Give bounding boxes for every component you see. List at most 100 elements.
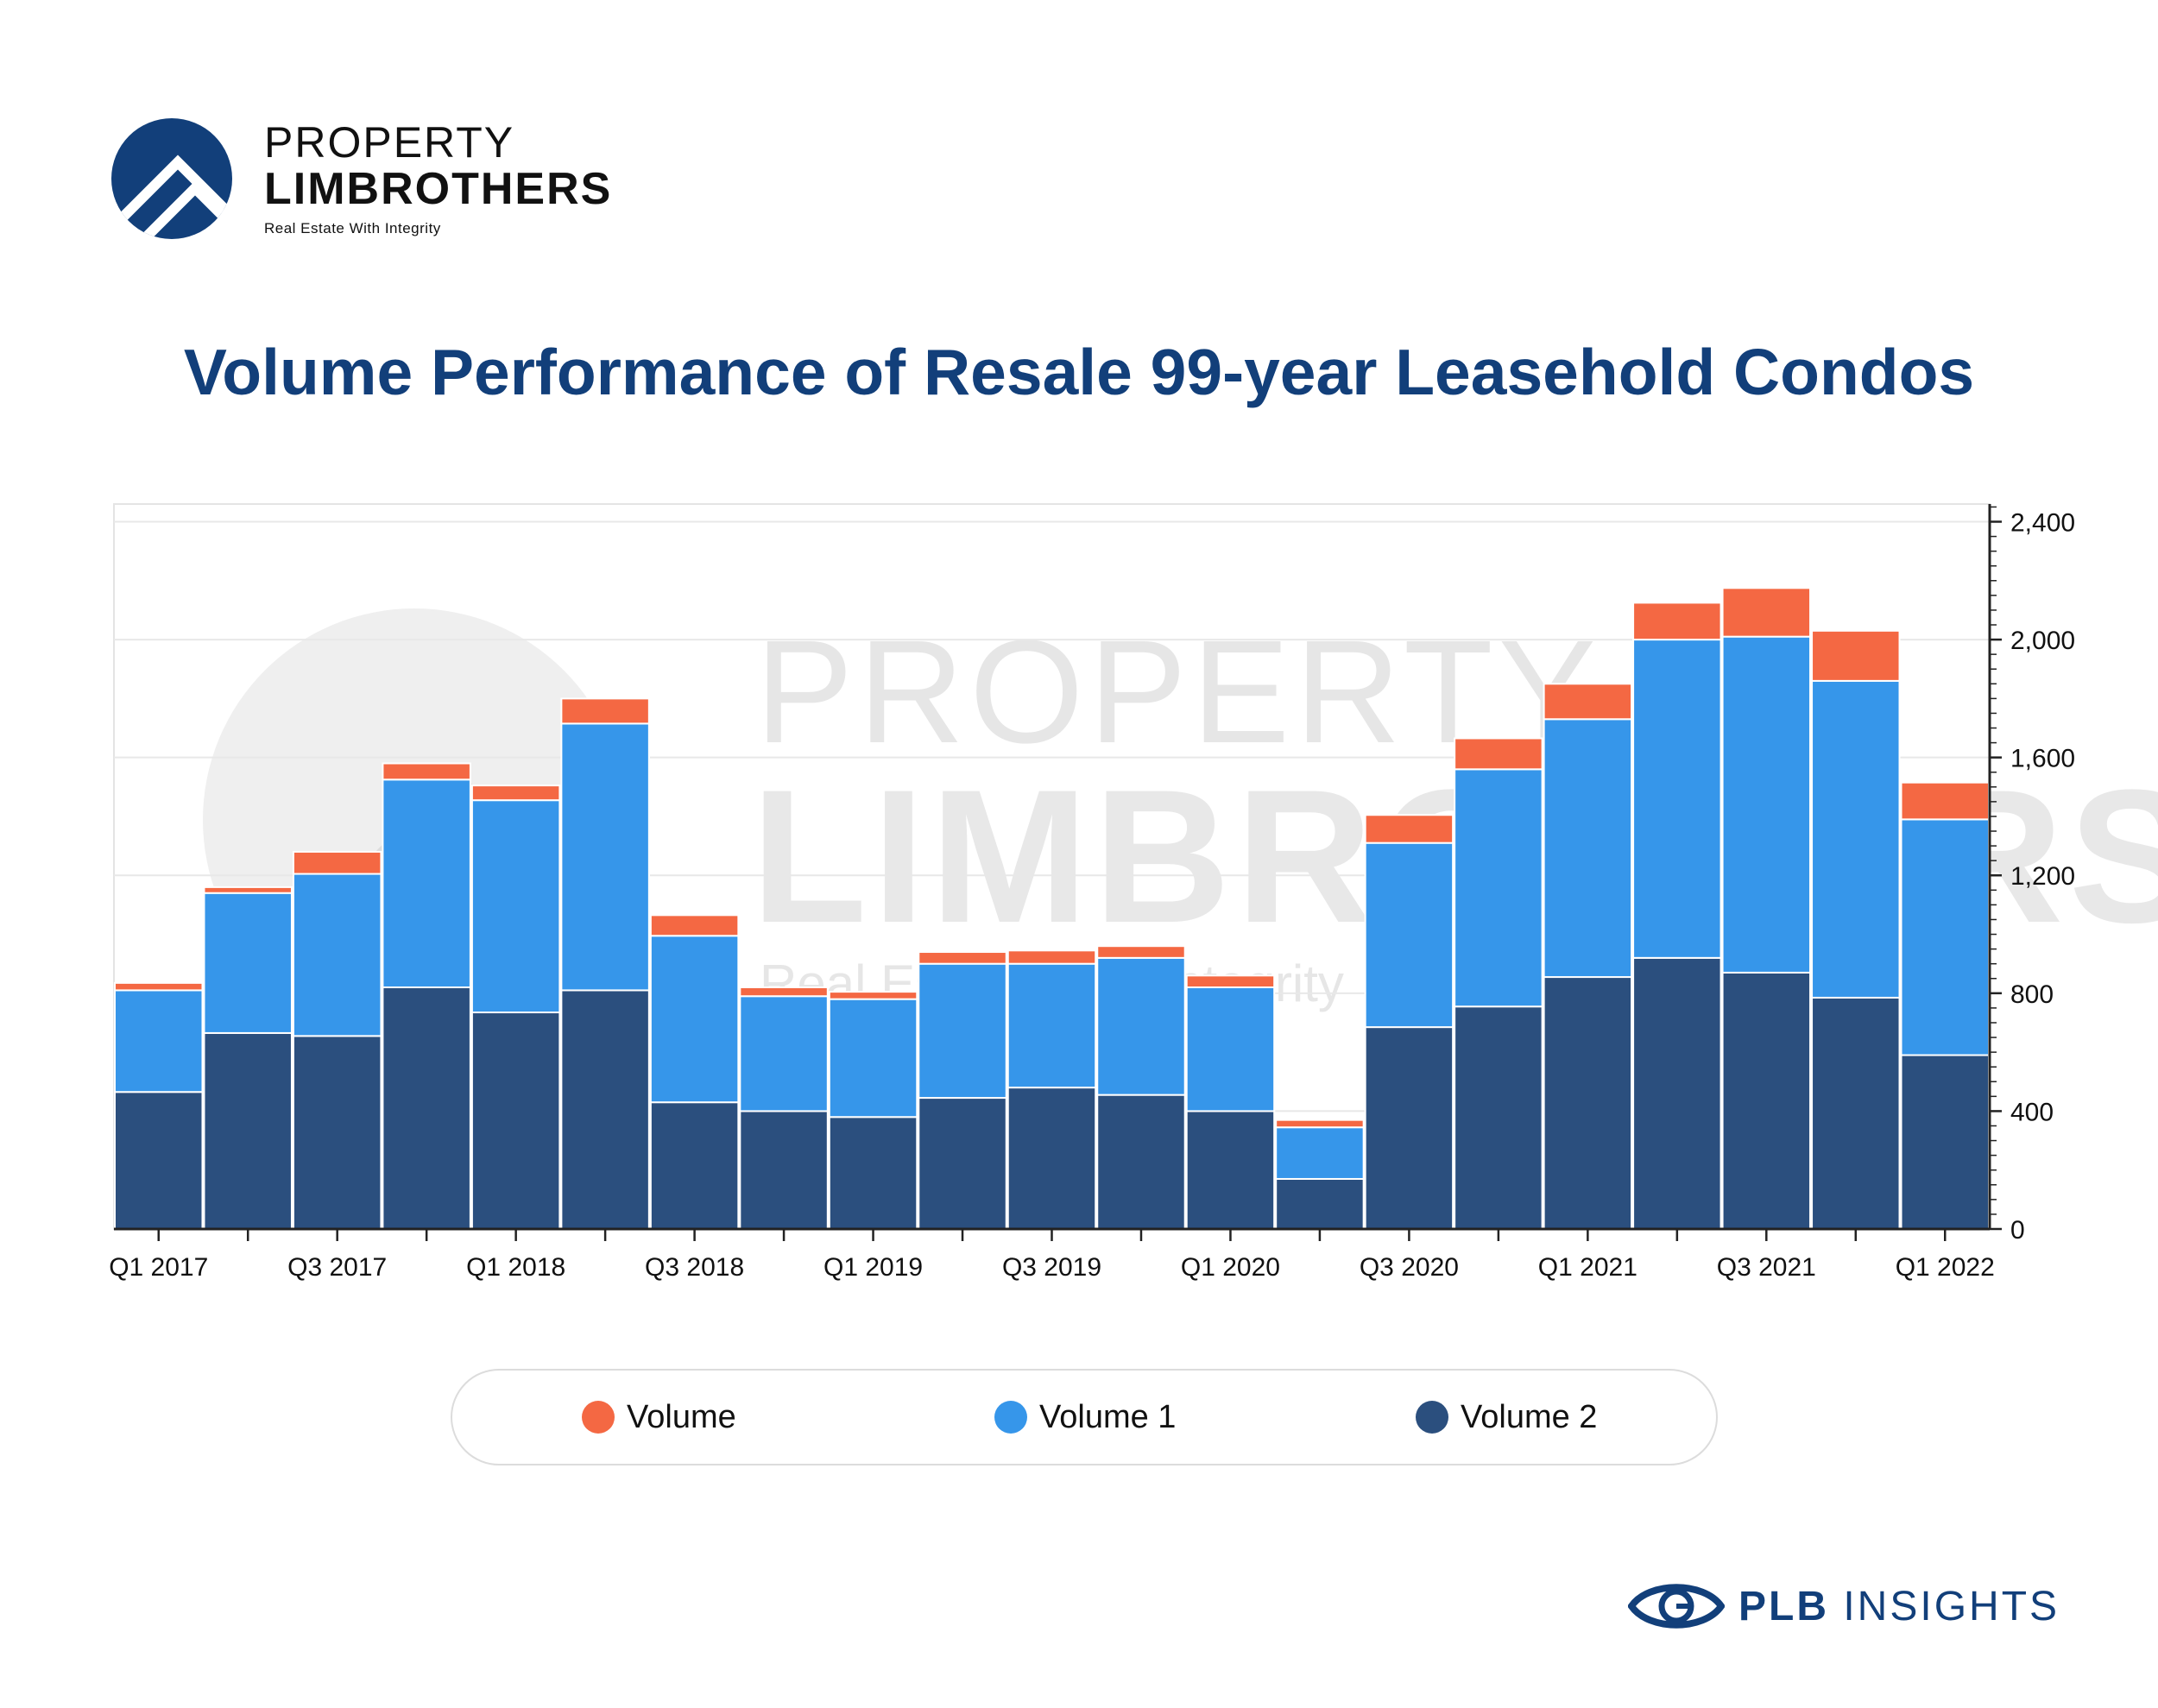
bar-volume[interactable]: Q3 2020 — Volume: 95 — [1364, 814, 1454, 844]
bar-volume-2[interactable]: Q1 2017 — Volume 2: 465 — [114, 1091, 204, 1230]
bar-volume-1[interactable]: Q1 2019 — Volume 1: 400 — [828, 998, 918, 1119]
x-tick-label: Q1 2020 — [1181, 1253, 1280, 1282]
bar-volume[interactable]: Q1 2018 — Volume: 50 — [470, 785, 561, 802]
house-roof-circle-icon — [111, 118, 232, 239]
bar-volume-1[interactable]: Q4 2020 — Volume 1: 805 — [1454, 768, 1543, 1008]
bar-volume[interactable]: Q1 2019 — Volume: 25 — [828, 991, 918, 1000]
footer-brand-bold: PLB — [1738, 1584, 1829, 1629]
bar-volume-2[interactable]: Q1 2018 — Volume 2: 735 — [470, 1012, 561, 1231]
bar-volume[interactable]: Q2 2020 — Volume: 25 — [1275, 1119, 1365, 1129]
bar-volume[interactable]: Q4 2020 — Volume: 105 — [1454, 737, 1543, 771]
bar-volume[interactable]: Q4 2017 — Volume: 55 — [382, 762, 471, 781]
bar-volume-2[interactable]: Q3 2019 — Volume 2: 480 — [1006, 1087, 1097, 1230]
bar-volume-2[interactable]: Q2 2017 — Volume 2: 665 — [203, 1031, 293, 1230]
bar-volume-2[interactable]: Q3 2020 — Volume 2: 685 — [1364, 1026, 1454, 1230]
x-tick-label: Q1 2021 — [1538, 1253, 1637, 1282]
bar-volume-1[interactable]: Q1 2018 — Volume 1: 720 — [470, 799, 561, 1014]
y-tick-label: 2,400 — [2010, 508, 2075, 537]
footer-brand-text: PLB INSIGHTS — [1738, 1583, 2060, 1630]
bar-volume-1[interactable]: Q2 2019 — Volume 1: 455 — [918, 962, 1007, 1100]
footer-brand[interactable]: PLB INSIGHTS — [1628, 1576, 2077, 1636]
eye-icon — [1628, 1584, 1725, 1629]
bar-volume-2[interactable]: Q4 2020 — Volume 2: 755 — [1454, 1005, 1543, 1230]
x-tick-label: Q3 2018 — [645, 1253, 744, 1282]
y-tick-label: 800 — [2010, 980, 2054, 1009]
bar-volume-1[interactable]: Q1 2022 — Volume 1: 800 — [1900, 818, 1991, 1056]
bar-volume-2[interactable]: Q4 2019 — Volume 2: 455 — [1096, 1093, 1186, 1231]
bar-volume[interactable]: Q2 2021 — Volume: 125 — [1632, 602, 1722, 641]
legend-label-volume-2: Volume 2 — [1461, 1398, 1598, 1435]
legend-swatch-volume-1 — [994, 1401, 1027, 1434]
x-tick-label: Q1 2017 — [109, 1253, 208, 1282]
bar-volume[interactable]: Q3 2018 — Volume: 70 — [649, 914, 740, 937]
bar-volume[interactable]: Q3 2019 — Volume: 45 — [1006, 949, 1097, 965]
footer-brand-rest: INSIGHTS — [1829, 1584, 2060, 1629]
legend-item-volume-1[interactable]: Volume 1 — [994, 1398, 1176, 1436]
page-title: Volume Performance of Resale 99-year Lea… — [183, 336, 1975, 408]
brand-name-line1: PROPERTY — [264, 118, 515, 167]
bar-volume[interactable]: Q1 2021 — Volume: 120 — [1543, 683, 1633, 721]
bar-volume-2[interactable]: Q1 2022 — Volume 2: 590 — [1900, 1054, 1991, 1230]
x-tick-label: Q3 2021 — [1717, 1253, 1816, 1282]
x-tick-label: Q3 2019 — [1002, 1253, 1101, 1282]
bar-volume-1[interactable]: Q3 2021 — Volume 1: 1140 — [1721, 635, 1812, 974]
bar-volume[interactable]: Q1 2017 — Volume: 25 — [114, 981, 204, 992]
bar-volume[interactable]: Q3 2017 — Volume: 75 — [292, 850, 382, 875]
bar-volume[interactable]: Q1 2020 — Volume: 40 — [1185, 974, 1276, 989]
axes: 0 400 800 1,200 1,600 2,000 2,400 Q1 2017 Q3 201… — [109, 504, 2075, 1282]
bar-volume-1[interactable]: Q1 2017 — Volume 1: 345 — [114, 989, 204, 1093]
bar-volume-2[interactable]: Q4 2018 — Volume 2: 400 — [739, 1110, 829, 1230]
bar-volume[interactable]: Q3 2021 — Volume: 165 — [1721, 587, 1812, 638]
bar-volume-2[interactable]: Q1 2020 — Volume 2: 400 — [1185, 1110, 1276, 1230]
legend-swatch-volume-2 — [1416, 1401, 1448, 1434]
bar-volume[interactable]: Q4 2021 — Volume: 170 — [1811, 629, 1901, 682]
bar-volume-1[interactable]: Q3 2019 — Volume 1: 420 — [1006, 962, 1097, 1089]
bar-volume-2[interactable]: Q1 2021 — Volume 2: 855 — [1543, 976, 1633, 1230]
bar-volume-1[interactable]: Q3 2018 — Volume 1: 565 — [649, 935, 740, 1104]
bar-volume-1[interactable]: Q2 2021 — Volume 1: 1080 — [1632, 639, 1722, 959]
bar-volume-2[interactable]: Q3 2021 — Volume 2: 870 — [1721, 971, 1812, 1230]
bar-volume-1[interactable]: Q4 2018 — Volume 1: 390 — [739, 995, 829, 1112]
bar-volume[interactable]: Q2 2017 — Volume: 20 — [203, 886, 293, 894]
bar-volume-1[interactable]: Q4 2017 — Volume 1: 705 — [382, 778, 471, 988]
legend-label-volume: Volume — [627, 1398, 736, 1435]
bar-volume-2[interactable]: Q2 2019 — Volume 2: 445 — [918, 1097, 1007, 1230]
bar-volume-2[interactable]: Q2 2020 — Volume 2: 170 — [1275, 1177, 1365, 1231]
bar-volume-1[interactable]: Q2 2018 — Volume 1: 905 — [560, 722, 650, 992]
y-tick-label: 1,600 — [2010, 745, 2075, 773]
brand-name-line2: LIMBROTHERS — [264, 164, 613, 214]
bar-volume-1[interactable]: Q1 2021 — Volume 1: 875 — [1543, 718, 1633, 979]
bar-volume-2[interactable]: Q2 2018 — Volume 2: 810 — [560, 989, 650, 1230]
bar-volume-1[interactable]: Q2 2017 — Volume 1: 475 — [203, 892, 293, 1034]
x-tick-label: Q1 2018 — [466, 1253, 565, 1282]
bar-volume-2[interactable]: Q4 2021 — Volume 2: 785 — [1811, 996, 1901, 1230]
bar-volume-1[interactable]: Q3 2020 — Volume 1: 625 — [1364, 841, 1454, 1029]
brand-tagline: Real Estate With Integrity — [264, 220, 441, 236]
bar-volume-1[interactable]: Q1 2020 — Volume 1: 420 — [1185, 986, 1276, 1112]
y-tick-label: 1,200 — [2010, 862, 2075, 891]
bar-volume-2[interactable]: Q1 2019 — Volume 2: 380 — [828, 1116, 918, 1230]
bar-volume-2[interactable]: Q3 2018 — Volume 2: 430 — [649, 1101, 740, 1230]
bar-volume[interactable]: Q4 2019 — Volume: 40 — [1096, 945, 1186, 959]
y-tick-label: 0 — [2010, 1216, 2025, 1245]
y-tick-label: 400 — [2010, 1098, 2054, 1126]
bar-volume-1[interactable]: Q4 2021 — Volume 1: 1075 — [1811, 679, 1901, 999]
bar-volume-2[interactable]: Q3 2017 — Volume 2: 655 — [292, 1035, 382, 1231]
bar-volume-1[interactable]: Q2 2020 — Volume 1: 175 — [1275, 1126, 1365, 1180]
x-tick-label: Q1 2022 — [1896, 1253, 1995, 1282]
y-tick-label: 2,000 — [2010, 627, 2075, 655]
bar-volume-2[interactable]: Q2 2021 — Volume 2: 920 — [1632, 956, 1722, 1230]
bars-layer: Q1 2017 — Volume 2: 465Q1 2017 — Volume … — [114, 587, 1991, 1231]
brand-logo[interactable]: PROPERTY LIMBROTHERS Real Estate With In… — [110, 114, 732, 243]
legend-item-volume[interactable]: Volume — [582, 1398, 736, 1436]
legend-item-volume-2[interactable]: Volume 2 — [1416, 1398, 1597, 1436]
bar-volume[interactable]: Q2 2018 — Volume: 85 — [560, 697, 650, 725]
bar-volume-1[interactable]: Q4 2019 — Volume 1: 465 — [1096, 956, 1186, 1096]
bar-volume[interactable]: Q4 2018 — Volume: 30 — [739, 986, 829, 998]
bar-volume-1[interactable]: Q3 2017 — Volume 1: 550 — [292, 873, 382, 1037]
bar-volume[interactable]: Q2 2019 — Volume: 40 — [918, 951, 1007, 965]
x-tick-label: Q3 2017 — [287, 1253, 387, 1282]
bar-volume-2[interactable]: Q4 2017 — Volume 2: 820 — [382, 986, 471, 1230]
x-tick-label: Q3 2020 — [1360, 1253, 1459, 1282]
bar-volume[interactable]: Q1 2022 — Volume: 125 — [1900, 781, 1991, 821]
